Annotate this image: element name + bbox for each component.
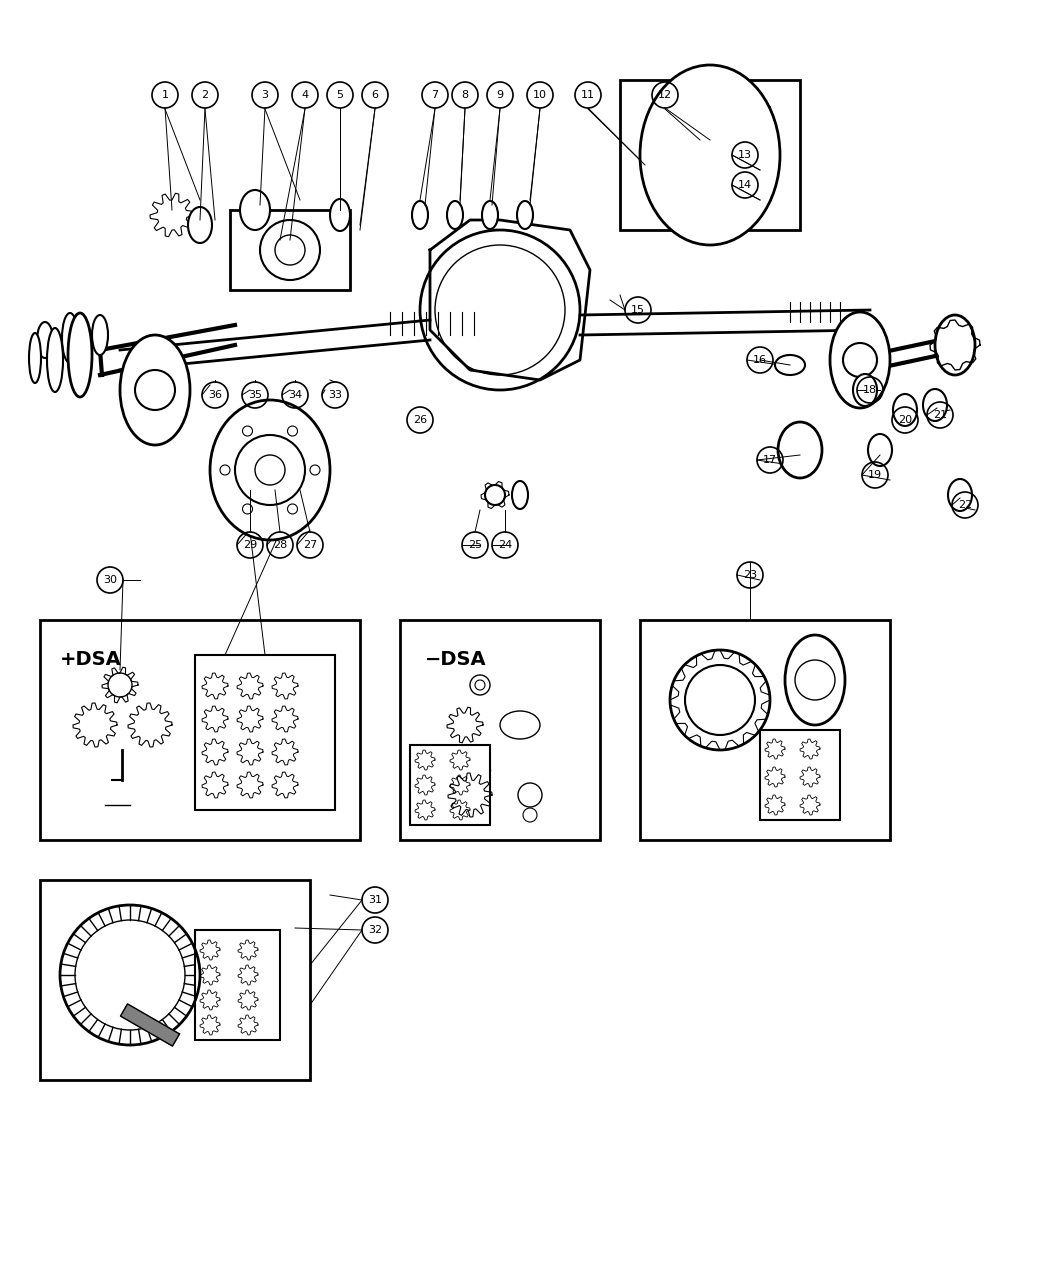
Text: 29: 29: [243, 541, 257, 550]
Text: 28: 28: [273, 541, 287, 550]
Text: 5: 5: [336, 91, 343, 99]
Ellipse shape: [188, 207, 212, 244]
Text: 34: 34: [288, 390, 302, 400]
Ellipse shape: [29, 333, 41, 382]
Ellipse shape: [853, 374, 877, 405]
Ellipse shape: [948, 479, 972, 511]
Text: 15: 15: [631, 305, 645, 315]
Ellipse shape: [640, 65, 780, 245]
Text: 26: 26: [413, 414, 427, 425]
Text: 17: 17: [763, 455, 777, 465]
Text: 7: 7: [432, 91, 439, 99]
FancyBboxPatch shape: [620, 80, 800, 230]
Text: +DSA: +DSA: [60, 650, 122, 669]
Text: 13: 13: [738, 150, 752, 159]
Ellipse shape: [778, 422, 822, 478]
Ellipse shape: [775, 354, 805, 375]
Text: 24: 24: [498, 541, 512, 550]
Ellipse shape: [517, 201, 533, 229]
Ellipse shape: [482, 201, 498, 229]
Ellipse shape: [785, 635, 845, 725]
Text: 12: 12: [658, 91, 672, 99]
FancyBboxPatch shape: [195, 929, 280, 1040]
FancyBboxPatch shape: [640, 620, 890, 840]
Ellipse shape: [240, 190, 270, 230]
Text: 9: 9: [497, 91, 504, 99]
Ellipse shape: [68, 312, 92, 397]
Ellipse shape: [923, 389, 947, 421]
Ellipse shape: [412, 201, 428, 229]
FancyBboxPatch shape: [230, 210, 350, 289]
Text: 21: 21: [933, 411, 947, 419]
FancyBboxPatch shape: [760, 731, 840, 820]
Polygon shape: [121, 1003, 180, 1046]
Text: 20: 20: [898, 414, 912, 425]
Text: −DSA: −DSA: [425, 650, 486, 669]
Text: 22: 22: [958, 500, 972, 510]
Ellipse shape: [92, 315, 108, 354]
Ellipse shape: [500, 711, 540, 739]
Ellipse shape: [210, 400, 330, 541]
Text: 8: 8: [461, 91, 468, 99]
FancyBboxPatch shape: [410, 745, 490, 825]
Text: 27: 27: [302, 541, 317, 550]
FancyBboxPatch shape: [400, 620, 600, 840]
Text: 16: 16: [753, 354, 766, 365]
FancyBboxPatch shape: [195, 655, 335, 810]
Text: 36: 36: [208, 390, 222, 400]
Ellipse shape: [47, 328, 63, 391]
Ellipse shape: [120, 335, 190, 445]
Text: 14: 14: [738, 180, 752, 190]
FancyBboxPatch shape: [40, 880, 310, 1080]
Ellipse shape: [830, 312, 890, 408]
Text: 3: 3: [261, 91, 269, 99]
Text: 32: 32: [368, 924, 382, 935]
Text: 23: 23: [743, 570, 757, 580]
Text: 19: 19: [868, 470, 882, 479]
Ellipse shape: [512, 481, 528, 509]
Ellipse shape: [62, 312, 78, 363]
Text: 25: 25: [468, 541, 482, 550]
Text: 1: 1: [162, 91, 168, 99]
Text: 2: 2: [202, 91, 209, 99]
Ellipse shape: [37, 323, 52, 358]
Text: 10: 10: [533, 91, 547, 99]
Text: 4: 4: [301, 91, 309, 99]
Text: 33: 33: [328, 390, 342, 400]
Ellipse shape: [447, 201, 463, 229]
Text: 30: 30: [103, 575, 117, 585]
Text: 31: 31: [368, 895, 382, 905]
Text: 11: 11: [581, 91, 595, 99]
Text: 18: 18: [863, 385, 877, 395]
Ellipse shape: [892, 394, 917, 426]
Ellipse shape: [934, 315, 975, 375]
Ellipse shape: [868, 434, 892, 465]
FancyBboxPatch shape: [40, 620, 360, 840]
Text: 35: 35: [248, 390, 262, 400]
Ellipse shape: [330, 199, 350, 231]
Text: 6: 6: [372, 91, 378, 99]
